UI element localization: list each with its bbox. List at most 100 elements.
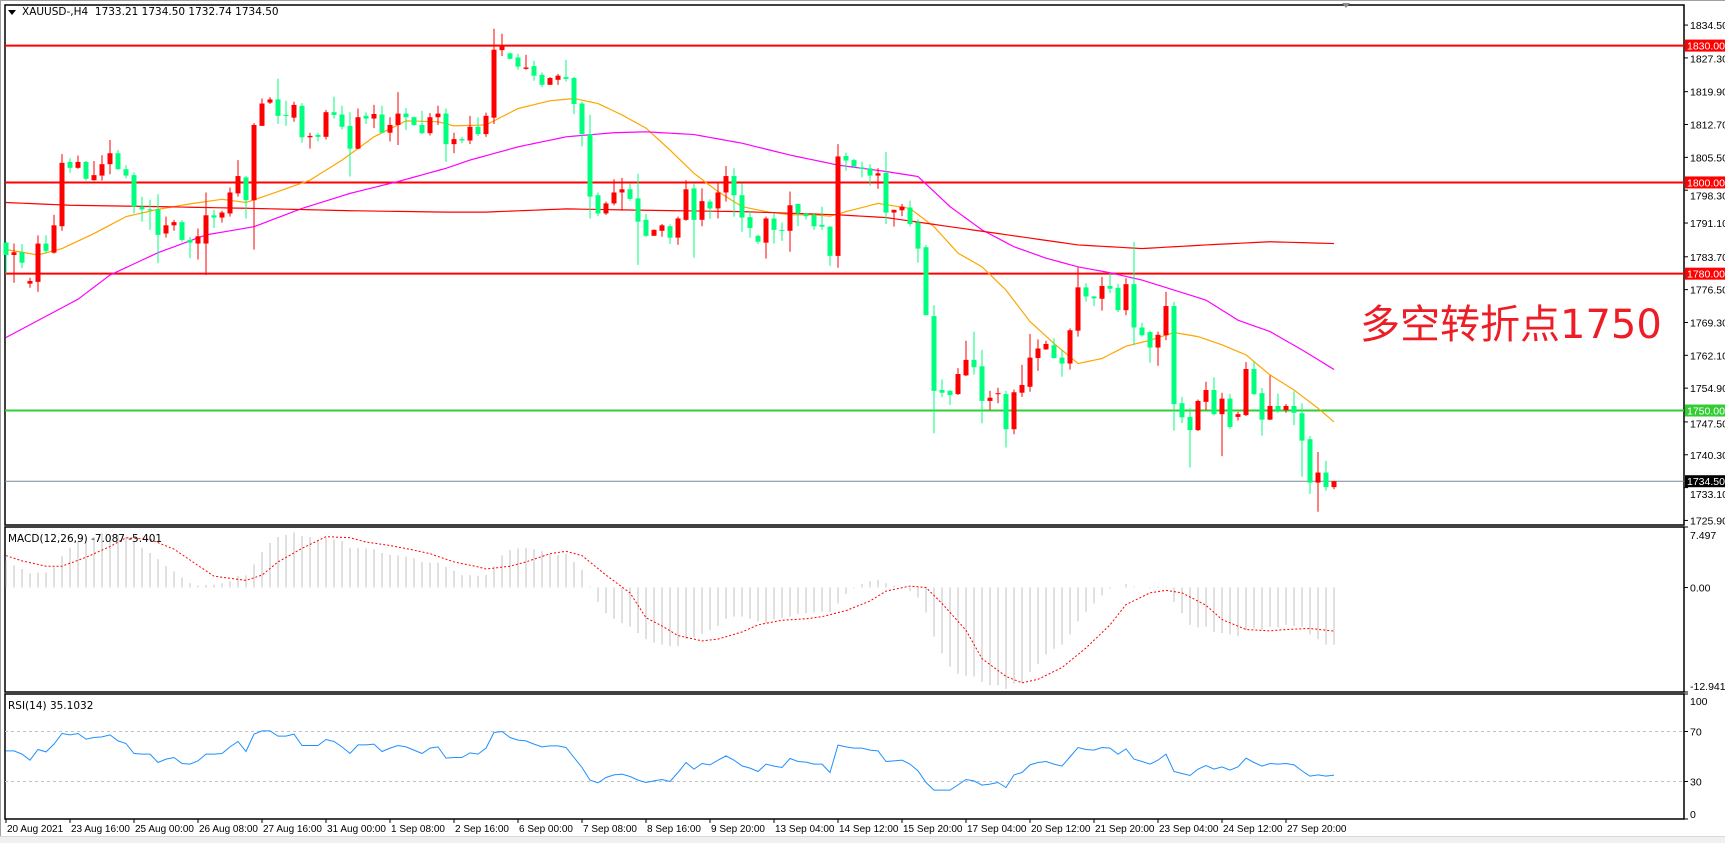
- candle-bearish[interactable]: [123, 169, 129, 176]
- candle-bullish[interactable]: [547, 77, 553, 85]
- candle-bearish[interactable]: [819, 224, 825, 227]
- candle-bearish[interactable]: [1323, 472, 1329, 488]
- candle-bearish[interactable]: [939, 389, 945, 393]
- candle-bullish[interactable]: [699, 201, 705, 220]
- candle-bearish[interactable]: [1227, 398, 1233, 427]
- candle-bullish[interactable]: [1195, 400, 1201, 431]
- candle-bullish[interactable]: [723, 176, 729, 193]
- candle-bullish[interactable]: [427, 117, 433, 134]
- candle-bullish[interactable]: [651, 229, 657, 236]
- candle-bullish[interactable]: [763, 218, 769, 243]
- candle-bullish[interactable]: [683, 189, 689, 220]
- candle-bullish[interactable]: [163, 225, 169, 234]
- candle-bearish[interactable]: [443, 113, 449, 145]
- candle-bearish[interactable]: [115, 153, 121, 170]
- candle-bullish[interactable]: [91, 175, 97, 181]
- candle-bullish[interactable]: [963, 359, 969, 376]
- candle-bearish[interactable]: [1059, 357, 1065, 364]
- candle-bearish[interactable]: [707, 201, 713, 209]
- candle-bearish[interactable]: [851, 160, 857, 167]
- candle-bullish[interactable]: [835, 156, 841, 256]
- candle-bullish[interactable]: [1035, 348, 1041, 359]
- candle-bullish[interactable]: [467, 126, 473, 141]
- candle-bearish[interactable]: [691, 188, 697, 220]
- candle-bearish[interactable]: [1051, 345, 1057, 359]
- candle-bullish[interactable]: [435, 113, 441, 118]
- candle-bullish[interactable]: [227, 192, 233, 214]
- candle-bullish[interactable]: [1123, 284, 1129, 311]
- candle-bullish[interactable]: [59, 162, 65, 227]
- candle-bullish[interactable]: [891, 209, 897, 213]
- candle-bullish[interactable]: [395, 113, 401, 125]
- candle-bullish[interactable]: [195, 236, 201, 244]
- candle-bullish[interactable]: [371, 114, 377, 119]
- candle-bearish[interactable]: [755, 235, 761, 242]
- candle-bullish[interactable]: [1019, 384, 1025, 393]
- candle-bearish[interactable]: [627, 189, 633, 199]
- candle-bullish[interactable]: [1011, 392, 1017, 430]
- candle-bearish[interactable]: [347, 125, 353, 149]
- candle-bearish[interactable]: [643, 219, 649, 236]
- candle-bearish[interactable]: [475, 126, 481, 135]
- candle-bearish[interactable]: [811, 214, 817, 227]
- candle-bearish[interactable]: [747, 217, 753, 229]
- candle-bullish[interactable]: [603, 203, 609, 214]
- candle-bearish[interactable]: [795, 203, 801, 214]
- candle-bullish[interactable]: [75, 161, 81, 168]
- candle-bullish[interactable]: [1163, 306, 1169, 336]
- candle-bearish[interactable]: [635, 198, 641, 222]
- candle-bullish[interactable]: [11, 252, 17, 255]
- candle-bearish[interactable]: [1291, 405, 1297, 413]
- candle-bearish[interactable]: [299, 105, 305, 138]
- candle-bullish[interactable]: [1283, 405, 1289, 411]
- candle-bullish[interactable]: [1043, 343, 1049, 350]
- candle-bearish[interactable]: [739, 195, 745, 218]
- candle-bearish[interactable]: [1091, 296, 1097, 299]
- candle-bearish[interactable]: [1299, 413, 1305, 441]
- candle-bearish[interactable]: [923, 247, 929, 316]
- candle-bearish[interactable]: [3, 242, 9, 255]
- candle-bullish[interactable]: [491, 49, 497, 118]
- candle-bullish[interactable]: [203, 215, 209, 244]
- candle-bearish[interactable]: [843, 155, 849, 161]
- candle-bearish[interactable]: [1115, 287, 1121, 311]
- candle-bearish[interactable]: [779, 229, 785, 231]
- candle-bullish[interactable]: [1155, 334, 1161, 348]
- candle-bullish[interactable]: [955, 374, 961, 395]
- candle-bearish[interactable]: [531, 66, 537, 76]
- candle-bearish[interactable]: [971, 359, 977, 368]
- candle-bearish[interactable]: [979, 366, 985, 401]
- candle-bullish[interactable]: [619, 189, 625, 193]
- candle-bullish[interactable]: [1315, 472, 1321, 483]
- candle-bearish[interactable]: [515, 57, 521, 67]
- candle-bearish[interactable]: [147, 209, 153, 211]
- candle-bearish[interactable]: [563, 77, 569, 79]
- annotation-text[interactable]: 多空转折点1750: [1360, 302, 1662, 348]
- candle-bearish[interactable]: [339, 114, 345, 127]
- candle-bullish[interactable]: [251, 124, 257, 201]
- candle-bearish[interactable]: [187, 239, 193, 243]
- candle-bearish[interactable]: [731, 176, 737, 196]
- candle-bearish[interactable]: [915, 222, 921, 249]
- candle-bearish[interactable]: [403, 113, 409, 118]
- candle-bearish[interactable]: [667, 226, 673, 238]
- candle-bullish[interactable]: [715, 192, 721, 209]
- candle-bullish[interactable]: [1243, 369, 1249, 416]
- candle-bearish[interactable]: [363, 115, 369, 119]
- candle-bearish[interactable]: [139, 206, 145, 210]
- candle-bearish[interactable]: [275, 99, 281, 116]
- candle-bullish[interactable]: [987, 397, 993, 401]
- symbol-menu-icon[interactable]: [8, 9, 16, 15]
- candle-bearish[interactable]: [1003, 394, 1009, 430]
- candle-bearish[interactable]: [1259, 393, 1265, 420]
- candle-bullish[interactable]: [995, 393, 1001, 395]
- chart-shift-marker-icon[interactable]: [1342, 3, 1350, 8]
- candle-bearish[interactable]: [907, 207, 913, 224]
- candle-bullish[interactable]: [659, 225, 665, 231]
- candle-bearish[interactable]: [827, 226, 833, 256]
- candle-bullish[interactable]: [499, 45, 505, 51]
- candle-bearish[interactable]: [315, 135, 321, 137]
- candle-bearish[interactable]: [1211, 389, 1217, 415]
- candle-bullish[interactable]: [1027, 357, 1033, 387]
